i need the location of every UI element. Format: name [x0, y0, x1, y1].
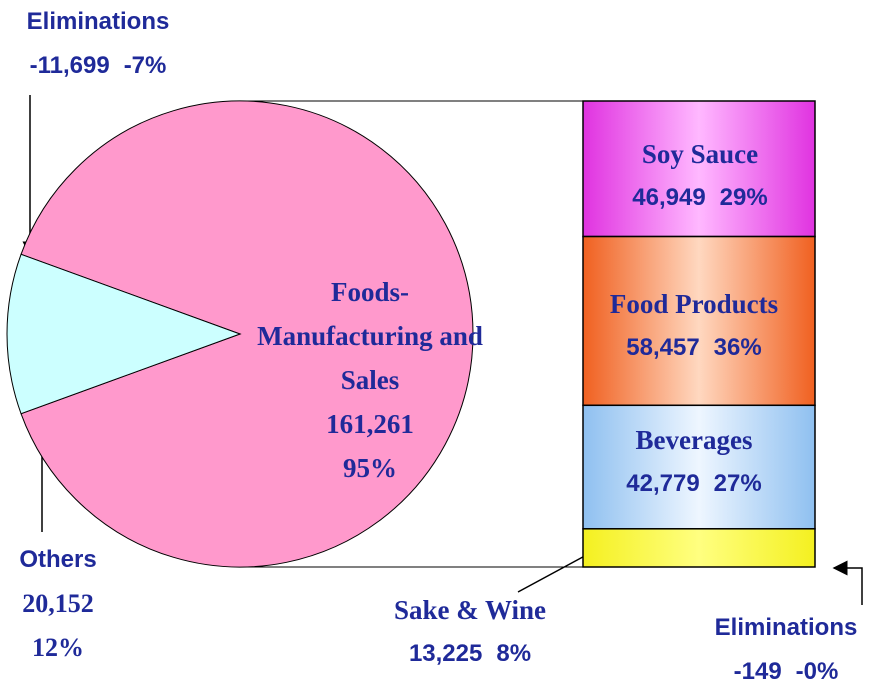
value-label: 46,949 — [632, 184, 706, 211]
data-label: Others 20,152 12% — [19, 538, 96, 670]
category-label: Eliminations — [714, 614, 858, 641]
category-label: Sake & Wine — [393, 595, 547, 625]
value-label: 58,457 — [626, 334, 700, 361]
category-label: Foods-Manufacturing and Sales — [257, 277, 483, 395]
share-label: 12% — [31, 633, 84, 662]
bar-segment — [582, 100, 816, 238]
data-label: Soy Sauce 46,949 29% — [632, 132, 767, 223]
category-label: Beverages — [635, 425, 753, 455]
bar-segment — [582, 528, 816, 568]
data-label: Eliminations -11,699 -7% — [27, 0, 170, 91]
value-label: 13,225 — [408, 640, 483, 667]
share-label: 95% — [343, 453, 397, 483]
category-label: Soy Sauce — [641, 139, 759, 169]
share-label: 8% — [496, 640, 532, 667]
data-label: Sake & Wine 13,225 8% — [394, 588, 546, 679]
value-label: -11,699 — [29, 52, 110, 79]
value-label: -149 — [733, 658, 782, 685]
data-label: Food Products 58,457 36% — [610, 282, 778, 373]
pie-slice — [6, 253, 242, 415]
share-label: -0% — [795, 658, 839, 685]
bar-segment — [582, 404, 816, 530]
leader-arrow — [832, 560, 863, 605]
share-label: 36% — [713, 334, 762, 361]
data-label: Beverages 42,779 27% — [626, 418, 761, 509]
value-label: 161,261 — [326, 409, 414, 439]
category-label: Others — [19, 546, 97, 573]
share-label: 27% — [713, 470, 762, 497]
category-label: Eliminations — [26, 8, 170, 35]
data-label: Foods-Manufacturing and Sales 161,261 95% — [255, 270, 485, 490]
share-label: -7% — [123, 52, 167, 79]
bar-segment — [582, 235, 816, 407]
category-label: Food Products — [609, 289, 779, 319]
share-label: 29% — [719, 184, 768, 211]
value-label: 42,779 — [626, 470, 700, 497]
data-label: Eliminations -149 -0% — [715, 606, 858, 685]
value-label: 20,152 — [22, 589, 94, 618]
pie-slice — [20, 100, 474, 568]
